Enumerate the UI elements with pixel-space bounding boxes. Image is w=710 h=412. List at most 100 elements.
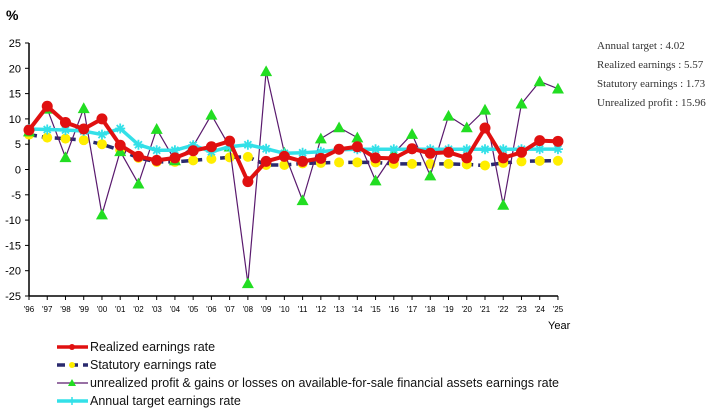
x-tick-label: '19 xyxy=(443,305,454,314)
data-point xyxy=(224,135,236,147)
legend-realized: Realized earnings rate xyxy=(90,340,216,354)
x-tick-label: '10 xyxy=(279,305,290,314)
data-point xyxy=(59,116,71,128)
data-point xyxy=(169,145,180,156)
data-point xyxy=(480,160,490,171)
legend-target: Annual target earnings rate xyxy=(90,394,241,408)
data-point xyxy=(552,135,564,147)
data-point xyxy=(96,113,108,125)
x-tick-label: '16 xyxy=(389,305,400,314)
y-tick-label: -10 xyxy=(5,215,21,227)
x-tick-label: '11 xyxy=(298,305,308,314)
data-point xyxy=(188,140,199,151)
legend-marker xyxy=(68,379,76,386)
data-point xyxy=(534,144,545,155)
data-point xyxy=(424,169,437,181)
x-tick-label: '04 xyxy=(170,305,181,314)
series-line xyxy=(28,70,559,284)
annotation-statutory: Statutory earnings : 1.73 xyxy=(597,78,706,90)
x-tick-label: '00 xyxy=(97,305,108,314)
legend-swatch-0 xyxy=(57,344,88,350)
data-point xyxy=(461,144,472,155)
data-point xyxy=(77,102,90,114)
data-point xyxy=(314,132,327,144)
x-axis-label: Year xyxy=(548,320,571,332)
x-tick-label: '18 xyxy=(425,305,436,314)
legend-marker xyxy=(69,362,75,368)
data-point xyxy=(150,123,163,134)
data-point xyxy=(498,144,509,155)
data-point xyxy=(23,124,35,136)
data-point xyxy=(370,144,381,155)
x-tick-label: '01 xyxy=(115,305,126,314)
x-tick-label: '14 xyxy=(352,305,363,314)
data-point xyxy=(443,158,454,169)
data-point xyxy=(132,177,145,189)
legend-swatch-1 xyxy=(57,362,88,368)
data-point xyxy=(169,152,181,164)
legend-swatch-2 xyxy=(57,379,88,386)
data-point xyxy=(96,139,107,150)
data-point xyxy=(534,155,545,166)
y-tick-label: 0 xyxy=(15,165,21,177)
x-tick-label: '06 xyxy=(206,305,217,314)
data-point xyxy=(515,97,528,109)
data-point xyxy=(242,176,254,188)
series-0 xyxy=(23,100,564,188)
annotation-unrealized: Unrealized profit : 15.96 xyxy=(597,97,706,109)
data-point xyxy=(224,152,235,163)
y-tick-label: 20 xyxy=(9,63,21,75)
data-point xyxy=(533,75,546,87)
y-tick-label: 5 xyxy=(15,139,21,151)
data-point xyxy=(351,141,363,153)
data-point xyxy=(151,154,163,166)
x-tick-label: '03 xyxy=(151,305,162,314)
x-tick-label: '24 xyxy=(535,305,546,314)
data-point xyxy=(260,155,272,167)
y-tick-label: -25 xyxy=(5,291,21,303)
x-tick-label: '13 xyxy=(334,305,345,314)
x-tick-label: '97 xyxy=(42,305,53,314)
y-tick-label: 15 xyxy=(9,89,21,101)
data-point xyxy=(115,123,126,134)
legend-marker xyxy=(69,344,75,350)
data-point xyxy=(443,146,455,158)
data-point xyxy=(552,144,563,155)
legend-marker xyxy=(68,397,76,405)
data-point xyxy=(95,208,108,220)
x-tick-label: '05 xyxy=(188,305,199,314)
data-point xyxy=(151,145,162,156)
data-point xyxy=(41,100,53,112)
data-point xyxy=(78,135,89,146)
data-point xyxy=(297,147,308,158)
data-point xyxy=(515,146,527,158)
x-tick-label: '07 xyxy=(224,305,235,314)
data-point xyxy=(479,103,491,115)
data-point xyxy=(497,152,509,164)
data-point xyxy=(59,151,72,163)
data-point xyxy=(241,277,254,289)
data-point xyxy=(551,82,564,94)
data-point xyxy=(407,158,418,169)
data-point xyxy=(60,133,71,144)
x-tick-label: '21 xyxy=(480,305,491,314)
legend-swatch-3 xyxy=(57,397,88,405)
data-point xyxy=(333,121,346,133)
y-tick-label: 25 xyxy=(9,38,21,50)
data-point xyxy=(187,145,199,157)
y-tick-label: 10 xyxy=(9,114,21,126)
series-line xyxy=(27,104,559,184)
data-point xyxy=(370,152,382,164)
data-point xyxy=(333,143,345,155)
data-point xyxy=(42,124,53,135)
data-point xyxy=(188,155,199,166)
series-2 xyxy=(23,65,564,289)
data-point xyxy=(516,156,527,167)
y-tick-label: -15 xyxy=(5,240,21,252)
data-point xyxy=(114,139,126,151)
x-tick-label: '23 xyxy=(516,305,527,314)
data-point xyxy=(224,141,235,152)
data-point xyxy=(205,108,218,120)
x-tick-label: '08 xyxy=(243,305,254,314)
